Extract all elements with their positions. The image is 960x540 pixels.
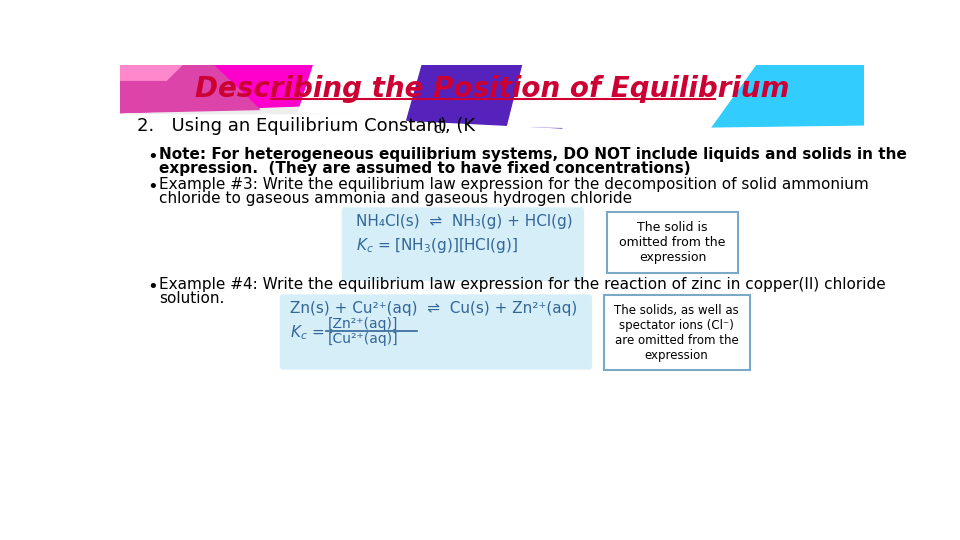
Polygon shape <box>299 65 678 120</box>
FancyBboxPatch shape <box>343 208 584 280</box>
Text: ): ) <box>440 117 446 136</box>
FancyBboxPatch shape <box>608 212 738 273</box>
Text: •: • <box>147 278 157 296</box>
Bar <box>120 65 864 112</box>
FancyBboxPatch shape <box>604 295 750 370</box>
Text: expression.  (They are assumed to have fixed concentrations): expression. (They are assumed to have fi… <box>158 161 690 176</box>
FancyBboxPatch shape <box>280 295 591 369</box>
Text: Zn(s) + Cu²⁺(aq)  ⇌  Cu(s) + Zn²⁺(aq): Zn(s) + Cu²⁺(aq) ⇌ Cu(s) + Zn²⁺(aq) <box>291 301 578 315</box>
Text: [Zn²⁺(aq)]: [Zn²⁺(aq)] <box>327 318 398 332</box>
Text: The solids, as well as
spectator ions (Cl⁻)
are omitted from the
expression: The solids, as well as spectator ions (C… <box>614 304 739 362</box>
Text: Example #3: Write the equilibrium law expression for the decomposition of solid : Example #3: Write the equilibrium law ex… <box>158 177 869 192</box>
Bar <box>120 112 864 481</box>
Text: Note: For heterogeneous equilibrium systems, DO NOT include liquids and solids i: Note: For heterogeneous equilibrium syst… <box>158 147 906 162</box>
Text: The solid is
omitted from the
expression: The solid is omitted from the expression <box>619 221 726 264</box>
Polygon shape <box>407 65 592 128</box>
Text: NH₄Cl(s)  ⇌  NH₃(g) + HCl(g): NH₄Cl(s) ⇌ NH₃(g) + HCl(g) <box>356 214 573 228</box>
Text: $K_c$ =: $K_c$ = <box>291 323 324 342</box>
Text: Example #4: Write the equilibrium law expression for the reaction of zinc in cop: Example #4: Write the equilibrium law ex… <box>158 278 885 292</box>
Text: •: • <box>147 148 157 166</box>
Polygon shape <box>632 65 864 128</box>
Polygon shape <box>120 65 430 112</box>
Text: Describing the Position of Equilibrium: Describing the Position of Equilibrium <box>195 76 789 104</box>
Polygon shape <box>120 65 259 112</box>
Polygon shape <box>508 65 756 130</box>
Text: solution.: solution. <box>158 291 224 306</box>
Text: •: • <box>147 178 157 196</box>
Text: 2.   Using an Equilibrium Constant, (K: 2. Using an Equilibrium Constant, (K <box>137 117 475 136</box>
Polygon shape <box>120 65 182 80</box>
Text: [Cu²⁺(aq)]: [Cu²⁺(aq)] <box>327 332 398 346</box>
Text: $K_c$ = [NH$_3$(g)][HCl(g)]: $K_c$ = [NH$_3$(g)][HCl(g)] <box>356 237 518 255</box>
Text: c: c <box>433 122 441 136</box>
Text: chloride to gaseous ammonia and gaseous hydrogen chloride: chloride to gaseous ammonia and gaseous … <box>158 191 632 206</box>
